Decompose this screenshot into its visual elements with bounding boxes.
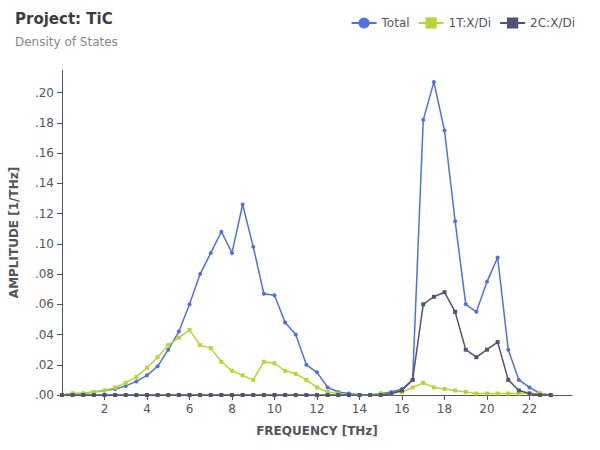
svg-text:18: 18	[437, 402, 452, 416]
svg-text:FREQUENCY [THz]: FREQUENCY [THz]	[256, 424, 378, 438]
svg-text:20: 20	[479, 402, 494, 416]
svg-text:.06: .06	[35, 297, 54, 311]
svg-text:2C:X/Di: 2C:X/Di	[530, 16, 575, 30]
svg-text:AMPLITUDE [1/THz]: AMPLITUDE [1/THz]	[7, 167, 21, 298]
svg-text:.04: .04	[35, 328, 54, 342]
svg-text:16: 16	[394, 402, 409, 416]
svg-text:Density of States: Density of States	[15, 35, 118, 49]
svg-text:.20: .20	[35, 86, 54, 100]
svg-text:.18: .18	[35, 116, 54, 130]
svg-text:.10: .10	[35, 237, 54, 251]
svg-text:Total: Total	[381, 16, 410, 30]
svg-text:6: 6	[186, 402, 194, 416]
svg-text:.02: .02	[35, 358, 54, 372]
svg-text:8: 8	[228, 402, 236, 416]
svg-text:.12: .12	[35, 207, 54, 221]
svg-text:4: 4	[143, 402, 151, 416]
svg-text:1T:X/Di: 1T:X/Di	[449, 16, 492, 30]
svg-text:.14: .14	[35, 176, 54, 190]
svg-text:.08: .08	[35, 267, 54, 281]
svg-text:22: 22	[522, 402, 537, 416]
svg-text:10: 10	[267, 402, 282, 416]
svg-text:12: 12	[309, 402, 324, 416]
svg-text:.00: .00	[35, 388, 54, 402]
svg-text:2: 2	[101, 402, 109, 416]
svg-text:14: 14	[352, 402, 367, 416]
svg-text:Project: TiC: Project: TiC	[15, 10, 113, 28]
svg-text:.16: .16	[35, 146, 54, 160]
